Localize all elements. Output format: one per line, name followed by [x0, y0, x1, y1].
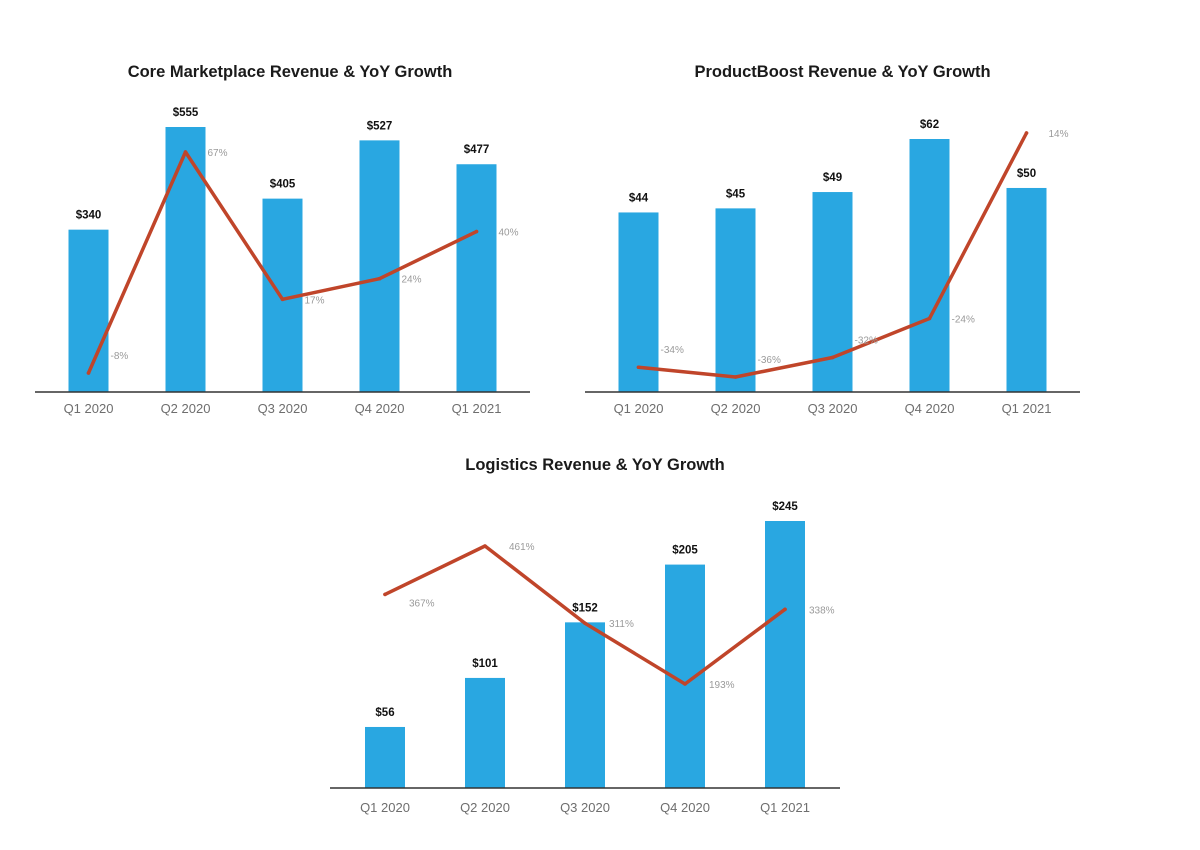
growth-label: -34% — [661, 345, 684, 356]
growth-label: -24% — [952, 314, 975, 325]
bar — [565, 622, 605, 788]
growth-label: 338% — [809, 605, 835, 616]
growth-label: 40% — [499, 228, 519, 239]
bar-value-label: $49 — [823, 172, 842, 184]
growth-label: -36% — [758, 355, 781, 366]
x-tick-label: Q4 2020 — [660, 800, 710, 815]
bar — [359, 140, 400, 392]
bar-value-label: $477 — [464, 144, 490, 156]
x-tick-label: Q2 2020 — [711, 401, 761, 416]
growth-label: 17% — [305, 295, 325, 306]
growth-label: -32% — [855, 335, 878, 346]
x-tick-label: Q2 2020 — [161, 401, 211, 416]
chart-title: ProductBoost Revenue & YoY Growth — [694, 63, 991, 81]
x-tick-label: Q3 2020 — [808, 401, 858, 416]
x-tick-label: Q1 2020 — [64, 401, 114, 416]
logistics-chart: Logistics Revenue & YoY Growth $56 $101 $1… — [330, 448, 860, 833]
productboost-chart: ProductBoost Revenue & YoY Growth $44 $45… — [585, 55, 1100, 430]
bar-value-label: $45 — [726, 188, 746, 200]
growth-point — [830, 355, 835, 360]
x-tick-label: Q4 2020 — [355, 401, 405, 416]
growth-label: 24% — [402, 275, 422, 286]
growth-point — [733, 375, 738, 379]
growth-label: 461% — [509, 542, 535, 553]
bar — [456, 164, 497, 392]
growth-point — [183, 150, 188, 154]
bar-value-label: $44 — [629, 192, 649, 204]
growth-label: -8% — [111, 351, 129, 362]
bar — [1006, 187, 1047, 392]
growth-point — [636, 365, 641, 370]
bar — [68, 229, 109, 392]
growth-point — [927, 316, 932, 321]
x-tick-label: Q4 2020 — [905, 401, 955, 416]
bar-value-label: $405 — [270, 179, 296, 191]
bar-value-label: $101 — [472, 658, 498, 670]
growth-point — [474, 229, 479, 234]
bar-value-label: $56 — [375, 707, 394, 719]
bar — [715, 208, 756, 392]
growth-label: 14% — [1049, 129, 1069, 140]
chart-canvas: $340 $555 $405 $527 $477 -8% 67% 17% 24% 40% Q1 20… — [35, 107, 530, 416]
growth-label: 67% — [208, 148, 228, 159]
chart-canvas: $56 $101 $152 $205 $245 367% 461% 311% 193% 338% Q… — [330, 501, 840, 815]
growth-label: 193% — [709, 680, 735, 691]
growth-point — [377, 276, 382, 281]
growth-label: 367% — [409, 598, 435, 609]
bar-value-label: $555 — [173, 107, 199, 119]
x-tick-label: Q1 2021 — [760, 800, 810, 815]
x-tick-label: Q1 2020 — [360, 800, 410, 815]
bar-value-label: $152 — [572, 602, 598, 614]
bar-value-label: $340 — [76, 210, 102, 222]
growth-point — [783, 607, 787, 612]
x-tick-label: Q1 2020 — [614, 401, 664, 416]
chart-title: Core Marketplace Revenue & YoY Growth — [127, 63, 453, 81]
growth-point — [1024, 131, 1029, 135]
chart-title: Logistics Revenue & YoY Growth — [465, 456, 725, 474]
bar — [465, 677, 505, 788]
bar-value-label: $527 — [367, 120, 393, 132]
growth-point — [280, 297, 285, 302]
bar-value-label: $245 — [772, 501, 798, 513]
x-tick-label: Q2 2020 — [460, 800, 510, 815]
bar — [909, 139, 950, 392]
growth-point — [483, 544, 487, 548]
x-tick-label: Q3 2020 — [560, 800, 610, 815]
x-tick-label: Q3 2020 — [258, 401, 308, 416]
growth-point — [683, 682, 687, 686]
bar-value-label: $50 — [1017, 168, 1036, 180]
x-tick-label: Q1 2021 — [452, 401, 502, 416]
growth-point — [583, 621, 587, 626]
growth-point — [383, 592, 387, 597]
chart-canvas: $44 $45 $49 $62 $50 -34% -36% -32% -24% 14% Q1 202… — [585, 119, 1080, 416]
growth-point — [86, 371, 91, 375]
bar — [618, 212, 659, 392]
x-tick-label: Q1 2021 — [1002, 401, 1052, 416]
bar-value-label: $62 — [920, 119, 939, 131]
bar — [365, 726, 405, 788]
bar — [765, 521, 805, 788]
bar — [165, 127, 206, 392]
bar-value-label: $205 — [672, 545, 698, 557]
growth-label: 311% — [609, 619, 634, 630]
core-marketplace-chart: Core Marketplace Revenue & YoY Growth $3… — [30, 55, 550, 430]
